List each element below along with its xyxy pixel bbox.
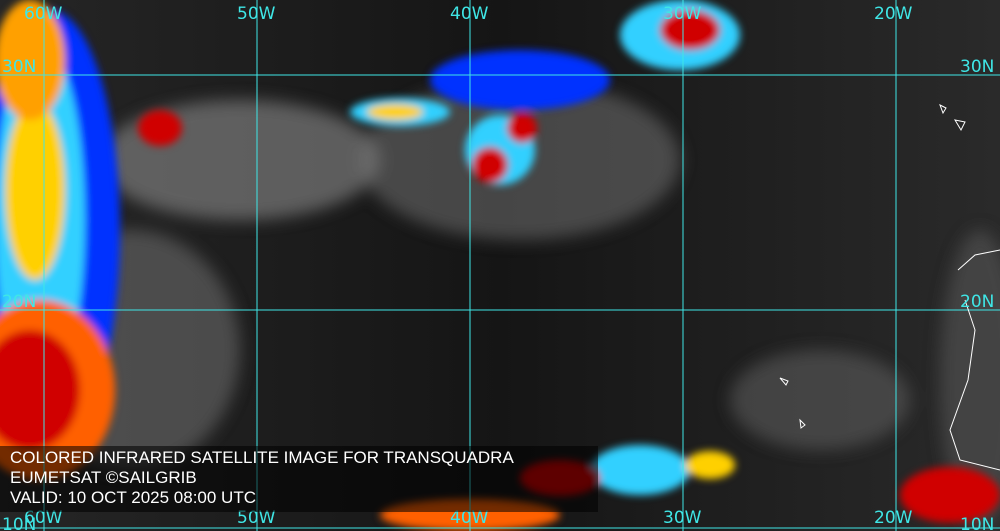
caption-box	[0, 446, 598, 512]
lat-label-right-30n: 30N	[960, 57, 995, 77]
lon-label-bottom-50w: 50W	[237, 508, 276, 528]
lat-label-right-20n: 20N	[960, 292, 995, 312]
lon-label-bottom-60w: 60W	[24, 508, 63, 528]
coastlines	[779, 103, 1000, 471]
caption-source: EUMETSAT ©SAILGRIB	[10, 468, 197, 487]
lon-label-top-50w: 50W	[237, 4, 276, 24]
lon-label-top-60w: 60W	[24, 4, 63, 24]
lon-label-bottom-30w: 30W	[663, 508, 702, 528]
lon-label-top-30w: 30W	[663, 4, 702, 24]
lon-label-top-40w: 40W	[450, 4, 489, 24]
lon-label-top-20w: 20W	[874, 4, 913, 24]
caption-title: COLORED INFRARED SATELLITE IMAGE FOR TRA…	[10, 448, 514, 467]
lat-label-left-30n: 30N	[2, 57, 37, 77]
lat-label-right-10n: 10N	[960, 515, 995, 531]
lon-label-bottom-40w: 40W	[450, 508, 489, 528]
lat-label-left-20n: 20N	[2, 292, 37, 312]
lat-label-left-10n: 10N	[2, 515, 37, 531]
lon-label-bottom-20w: 20W	[874, 508, 913, 528]
caption-valid-time: VALID: 10 OCT 2025 08:00 UTC	[10, 488, 256, 507]
